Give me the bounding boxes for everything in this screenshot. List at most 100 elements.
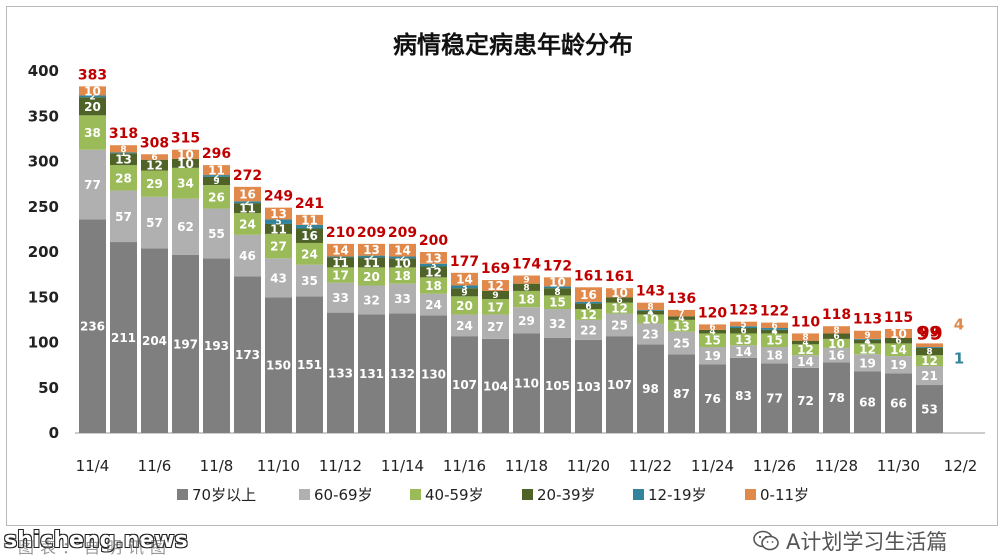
bar-segment <box>823 362 850 433</box>
segment-label: 1 <box>120 149 126 159</box>
segment-label: 17 <box>332 269 349 283</box>
segment-label: 9 <box>523 276 529 286</box>
bar-segment <box>513 275 540 284</box>
segment-label: 66 <box>890 397 907 411</box>
segment-label: 8 <box>120 145 126 155</box>
segment-label: 77 <box>766 392 783 406</box>
segment-label: 10 <box>177 148 194 162</box>
segment-label: 12 <box>425 265 442 279</box>
segment-label: 24 <box>301 247 318 261</box>
bar-segment <box>172 149 199 159</box>
y-tick-label: 400 <box>28 62 59 80</box>
bar-segment <box>110 242 137 433</box>
bar-segment <box>234 203 261 214</box>
segment-label: 32 <box>549 317 566 331</box>
segment-label: 23 <box>642 327 659 341</box>
bar-segment <box>699 329 726 334</box>
segment-label: 8 <box>926 348 932 358</box>
segment-label: 150 <box>266 359 291 373</box>
segment-label: 10 <box>84 84 101 98</box>
segment-label: 8 <box>523 283 529 293</box>
segment-label: 38 <box>84 126 101 140</box>
segment-label: 27 <box>270 240 287 254</box>
segment-label: 11 <box>239 202 256 216</box>
bar-segment <box>823 338 850 348</box>
total-label: 161 <box>574 268 603 284</box>
segment-label: 2 <box>554 283 560 293</box>
segment-label: 11 <box>270 222 287 236</box>
segment-label: 10 <box>611 286 628 300</box>
bar-segment <box>327 243 354 257</box>
bar-segment <box>79 115 106 150</box>
segment-label: 16 <box>580 288 597 302</box>
bar-segment <box>792 367 819 433</box>
segment-label: 35 <box>301 274 318 288</box>
segment-label: 12 <box>487 279 504 293</box>
total-label: 174 <box>512 257 541 273</box>
bar-segment <box>885 343 912 357</box>
bar-segment <box>854 330 881 339</box>
watermark-account: A计划学习生活篇 <box>752 526 947 556</box>
segment-label: 22 <box>580 323 597 337</box>
bar-segment <box>296 224 323 229</box>
bar-segment <box>482 338 509 433</box>
segment-label: 43 <box>270 271 287 285</box>
bar-segment <box>823 347 850 363</box>
total-label: 315 <box>171 131 200 147</box>
bar-segment <box>668 309 695 317</box>
y-tick-label: 350 <box>28 107 59 125</box>
segment-label: 18 <box>766 349 783 363</box>
bar-segment <box>854 339 881 344</box>
total-label: 120 <box>698 305 727 321</box>
bar-segment <box>699 347 726 365</box>
segment-label: 8 <box>833 326 839 336</box>
total-label: 110 <box>791 314 820 330</box>
segment-label: 4 <box>771 328 777 338</box>
segment-label: 13 <box>425 251 442 265</box>
segment-label: 12 <box>611 302 628 316</box>
segment-label: 107 <box>452 378 477 392</box>
bar-segment <box>606 288 633 298</box>
segment-label: 9 <box>864 331 870 341</box>
total-label: 136 <box>667 291 696 307</box>
segment-label: 6 <box>740 327 746 337</box>
bar-segment <box>699 333 726 348</box>
bar-segment <box>141 170 168 197</box>
bar-segment <box>327 257 354 268</box>
segment-label: 4 <box>647 309 653 319</box>
segment-label: 12 <box>859 342 876 356</box>
segment-label: 197 <box>173 337 198 351</box>
total-label: 318 <box>109 126 138 142</box>
bar-segment <box>234 276 261 433</box>
x-axis: 11/4 11/6 11/8 11/10 11/12 11/14 11/16 11/18 11/… <box>76 457 978 475</box>
bar-segment <box>296 242 323 265</box>
total-label: 383 <box>78 67 107 83</box>
total-label: 123 <box>729 303 758 319</box>
bar-segment <box>265 258 292 298</box>
segment-label: 77 <box>84 178 101 192</box>
segment-label: 7 <box>678 309 684 319</box>
total-label: 308 <box>140 135 169 151</box>
segment-label: 87 <box>673 387 690 401</box>
legend-label: 60-69岁 <box>314 486 373 504</box>
segment-label: 10 <box>828 337 845 351</box>
segment-label: 9 <box>213 177 219 187</box>
segment-label: 19 <box>890 358 907 372</box>
chart-frame: 病情稳定病患年龄分布 0 50 100 150 200 250 300 350 400 236 7… <box>6 6 998 526</box>
legend-label: 70岁以上 <box>192 486 256 504</box>
segment-label: 24 <box>425 298 442 312</box>
segment-label: 1 <box>864 335 870 345</box>
caption-text: 图表：自明讯图 <box>18 538 173 557</box>
bar-segment <box>203 185 230 209</box>
bar-segment <box>730 328 757 334</box>
x-tick-label: 11/4 <box>76 457 110 475</box>
